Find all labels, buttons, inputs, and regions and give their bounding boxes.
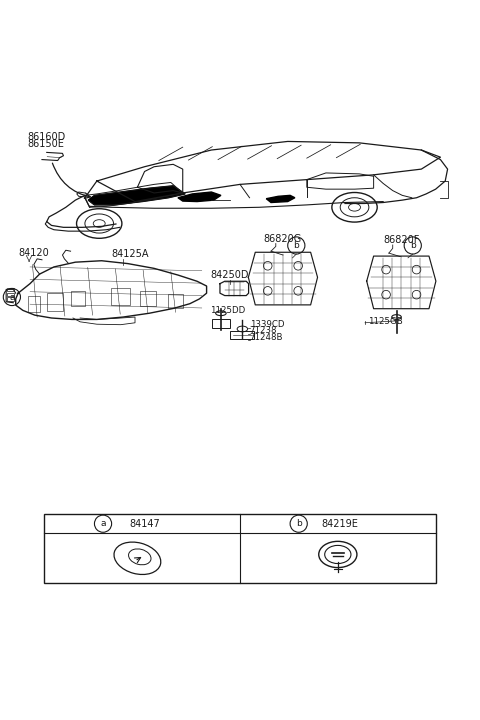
- Bar: [7, 288, 14, 292]
- Text: 84219E: 84219E: [322, 518, 359, 528]
- Text: 84125A: 84125A: [111, 249, 149, 259]
- Text: b: b: [410, 241, 416, 250]
- Text: a: a: [100, 519, 106, 528]
- Bar: [47, 293, 63, 311]
- Bar: [140, 291, 156, 306]
- Polygon shape: [88, 186, 185, 205]
- Text: 84147: 84147: [129, 518, 160, 528]
- Bar: [230, 331, 254, 339]
- Text: b: b: [293, 241, 299, 250]
- Text: 84120: 84120: [18, 248, 49, 258]
- Bar: [71, 291, 85, 306]
- Text: 86820F: 86820F: [383, 235, 420, 245]
- Polygon shape: [266, 195, 295, 202]
- Text: 86160D: 86160D: [28, 132, 66, 142]
- Polygon shape: [178, 192, 221, 202]
- Bar: [28, 296, 39, 312]
- Text: a: a: [9, 292, 14, 302]
- Text: 86150E: 86150E: [28, 139, 64, 149]
- Bar: [111, 289, 130, 305]
- Bar: [44, 514, 436, 583]
- Text: 71238: 71238: [250, 326, 277, 336]
- Text: 1125GB: 1125GB: [368, 318, 403, 326]
- Text: 1125DD: 1125DD: [210, 306, 246, 315]
- Bar: [7, 297, 14, 301]
- Text: 86820G: 86820G: [263, 234, 301, 243]
- Bar: [168, 294, 183, 307]
- Bar: [7, 293, 14, 296]
- Text: b: b: [296, 519, 301, 528]
- Text: 84250D: 84250D: [210, 270, 249, 280]
- Bar: [212, 319, 229, 328]
- Text: 71248B: 71248B: [250, 333, 283, 342]
- Text: 1339CD: 1339CD: [250, 320, 284, 328]
